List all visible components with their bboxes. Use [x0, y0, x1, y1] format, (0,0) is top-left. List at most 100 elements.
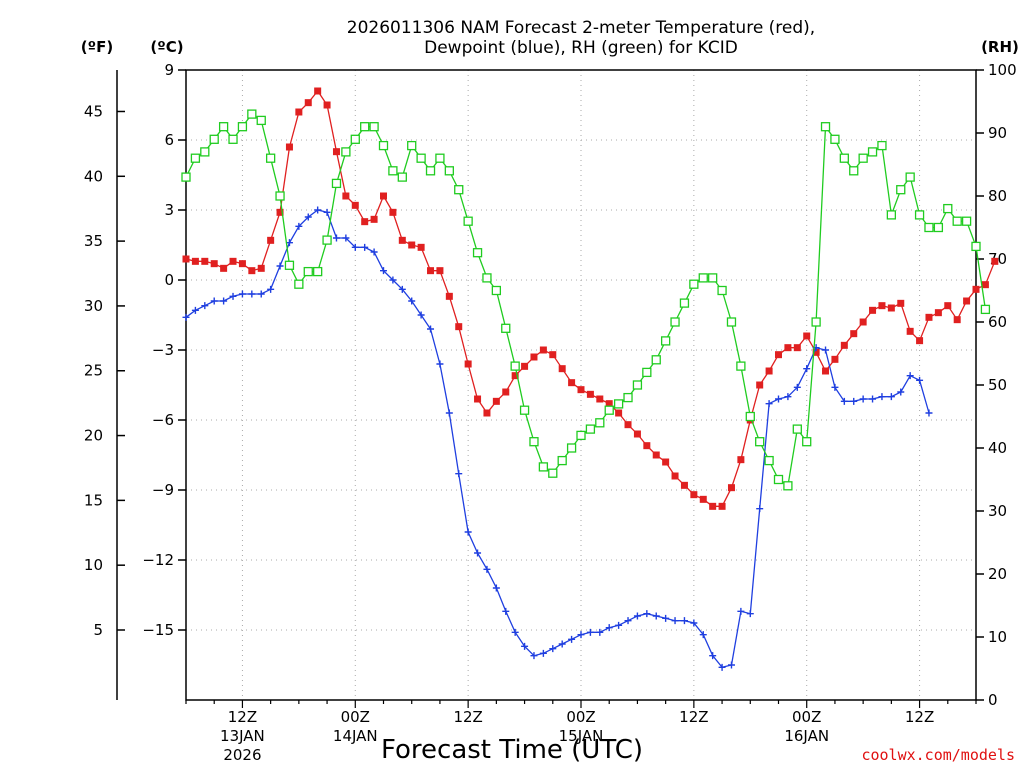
dewpoint-point — [248, 290, 256, 298]
rh-point — [708, 273, 718, 283]
temperature-point — [511, 372, 519, 380]
temperature-point — [737, 456, 745, 464]
rh-point — [444, 166, 454, 176]
rh-point — [284, 260, 295, 270]
credit-text: coolwx.com/models — [861, 746, 1015, 764]
rh-point — [980, 304, 991, 315]
dewpoint-point — [267, 285, 275, 293]
temperature-point — [455, 323, 463, 331]
celsius-tick-label: −9 — [152, 481, 174, 499]
rh-point — [425, 166, 436, 176]
rh-point — [491, 285, 502, 296]
rh-tick-label: 10 — [988, 628, 1007, 646]
temperature-point — [586, 390, 594, 398]
dewpoint-point — [831, 383, 839, 391]
fahrenheit-tick-label: 15 — [84, 491, 103, 509]
temperature-point — [238, 260, 246, 268]
rh-point — [576, 430, 586, 441]
temperature-point — [191, 257, 199, 265]
rh-point — [943, 203, 953, 214]
rh-point — [933, 222, 944, 233]
dewpoint-point — [210, 297, 218, 305]
rh-point — [623, 392, 633, 403]
rh-point — [378, 140, 389, 151]
temperature-point — [850, 330, 858, 338]
dewpoint-point — [652, 612, 660, 620]
fahrenheit-unit-label: (ºF) — [81, 38, 113, 56]
temperature-point — [953, 316, 961, 324]
rh-point — [463, 216, 473, 226]
rh-point — [275, 191, 285, 201]
temperature-point — [624, 421, 632, 429]
rh-point — [331, 178, 342, 189]
fahrenheit-tick-label: 20 — [84, 427, 103, 445]
dewpoint-point — [916, 376, 924, 384]
dewpoint-point — [285, 239, 293, 247]
x-date-label: 13JAN — [220, 727, 265, 745]
dewpoint-point — [906, 372, 914, 380]
rh-point — [548, 468, 558, 478]
temperature-point — [897, 299, 905, 307]
rh-point — [454, 185, 464, 195]
dewpoint-point — [709, 652, 717, 660]
fahrenheit-tick-label: 10 — [84, 556, 103, 574]
temperature-point — [408, 241, 416, 249]
grid-layer — [186, 69, 976, 700]
series-layer — [181, 87, 999, 671]
dewpoint-point — [238, 290, 246, 298]
dewpoint-point — [859, 395, 867, 403]
rh-point — [613, 399, 624, 409]
rh-point — [566, 443, 577, 453]
dewpoint-point — [464, 528, 472, 536]
temperature-point — [822, 367, 830, 375]
temperature-point — [549, 351, 557, 359]
celsius-tick-label: 9 — [164, 61, 174, 79]
temperature-point — [709, 502, 717, 510]
fahrenheit-tick-label: 35 — [84, 232, 103, 250]
rh-point — [670, 317, 680, 327]
temperature-point — [474, 395, 482, 403]
dewpoint-point — [784, 393, 792, 401]
dewpoint-point — [586, 628, 594, 636]
dewpoint-point — [633, 612, 641, 620]
rh-point — [642, 367, 652, 378]
celsius-tick-label: −15 — [142, 621, 174, 639]
rh-point — [341, 147, 351, 157]
x-axis-title: Forecast Time (UTC) — [381, 735, 643, 765]
temperature-point — [615, 409, 623, 417]
x-tick-label: 12Z — [905, 708, 934, 726]
rh-point — [830, 134, 840, 144]
celsius-tick-label: 0 — [164, 271, 174, 289]
x-tick-label: 12Z — [679, 708, 708, 726]
rh-tick-label: 60 — [988, 313, 1007, 331]
dewpoint-point — [417, 311, 425, 319]
temperature-point — [351, 201, 359, 209]
temperature-point — [210, 260, 218, 268]
rh-tick-label: 100 — [988, 61, 1017, 79]
dewpoint-point — [370, 248, 378, 256]
dewpoint-point — [220, 297, 228, 305]
dewpoint-point — [295, 222, 303, 230]
rh-point — [369, 122, 379, 132]
temperature-point — [775, 351, 782, 359]
temperature-point — [840, 341, 848, 349]
temperature-point — [464, 360, 472, 368]
dewpoint-point — [539, 649, 547, 657]
temperature-point — [257, 264, 265, 272]
chart-title-line2: Dewpoint (blue), RH (green) for KCID — [424, 38, 738, 58]
dewpoint-point — [549, 645, 557, 653]
rh-tick-label: 30 — [988, 502, 1007, 520]
temperature-point — [859, 318, 867, 326]
temperature-point — [285, 143, 293, 151]
temperature-point — [276, 208, 284, 216]
celsius-tick-label: −3 — [152, 341, 174, 359]
dewpoint-point — [483, 565, 491, 573]
temperature-point — [201, 257, 209, 265]
temperature-point — [361, 218, 369, 226]
celsius-tick-label: −12 — [142, 551, 174, 569]
rh-point — [397, 172, 407, 182]
temperature-point — [445, 292, 453, 300]
rh-point — [416, 153, 426, 163]
temperature-point — [229, 257, 237, 265]
rh-tick-label: 0 — [988, 691, 998, 709]
